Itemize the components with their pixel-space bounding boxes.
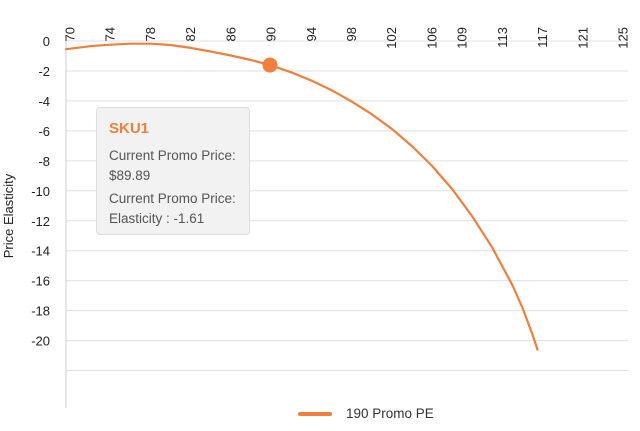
legend-swatch: [298, 411, 332, 416]
x-tick-label: 78: [143, 27, 158, 41]
y-tick-label: -20: [31, 334, 50, 349]
y-tick-label: -10: [31, 184, 50, 199]
x-tick-label: 82: [183, 27, 198, 41]
highlight[interactable]: [262, 57, 278, 73]
legend-label: 190 Promo PE: [346, 406, 434, 421]
tooltip-price-value: $89.89: [109, 168, 151, 183]
x-tick-label: 70: [63, 27, 78, 41]
x-tick-label: 102: [384, 27, 399, 49]
y-tick-label: -14: [31, 244, 50, 259]
x-tick-label: 106: [424, 27, 439, 49]
legend[interactable]: 190 Promo PE: [298, 406, 434, 421]
tooltip-elasticity-value: Elasticity : -1.61: [109, 211, 205, 226]
tooltip-elasticity-label: Current Promo Price:: [109, 191, 236, 206]
highlight-point[interactable]: [262, 57, 278, 73]
y-tick-label: -8: [38, 154, 50, 169]
x-tick-label: 90: [264, 27, 279, 41]
x-tick-label: 121: [575, 27, 590, 49]
x-tick-label: 109: [455, 27, 470, 49]
y-tick-label: -16: [31, 274, 50, 289]
x-tick-label: 94: [304, 27, 319, 41]
x-tick-label: 86: [223, 27, 238, 41]
x-tick-label: 117: [535, 27, 550, 48]
tooltip-title: SKU1: [109, 120, 150, 137]
x-tick-label: 125: [615, 27, 630, 49]
x-tick-label: 74: [103, 27, 118, 41]
x-tick-label: 113: [495, 27, 510, 48]
x-tick-label: 98: [344, 27, 359, 41]
y-tick-label: -4: [38, 94, 50, 109]
y-tick-label: -12: [31, 214, 50, 229]
y-tick-label: -2: [38, 64, 50, 79]
series[interactable]: [64, 42, 539, 351]
y-tick-label: -18: [31, 304, 50, 319]
series-line-190-promo-pe[interactable]: [64, 42, 539, 351]
tooltip: SKU1 Current Promo Price: $89.89 Current…: [96, 107, 250, 235]
tooltip-price-label: Current Promo Price:: [109, 148, 236, 163]
y-tick-label: 0: [43, 34, 50, 49]
y-axis-title: Price Elasticity: [1, 173, 16, 258]
x-axis-ticks: 70 74 78 82 86 90 94 98 102 106 109 113 117 121 125: [63, 27, 631, 49]
y-tick-label: -6: [38, 124, 50, 139]
y-axis-ticks: 0 -2 -4 -6 -8 -10 -12 -14 -16 -18 -20: [31, 34, 50, 349]
